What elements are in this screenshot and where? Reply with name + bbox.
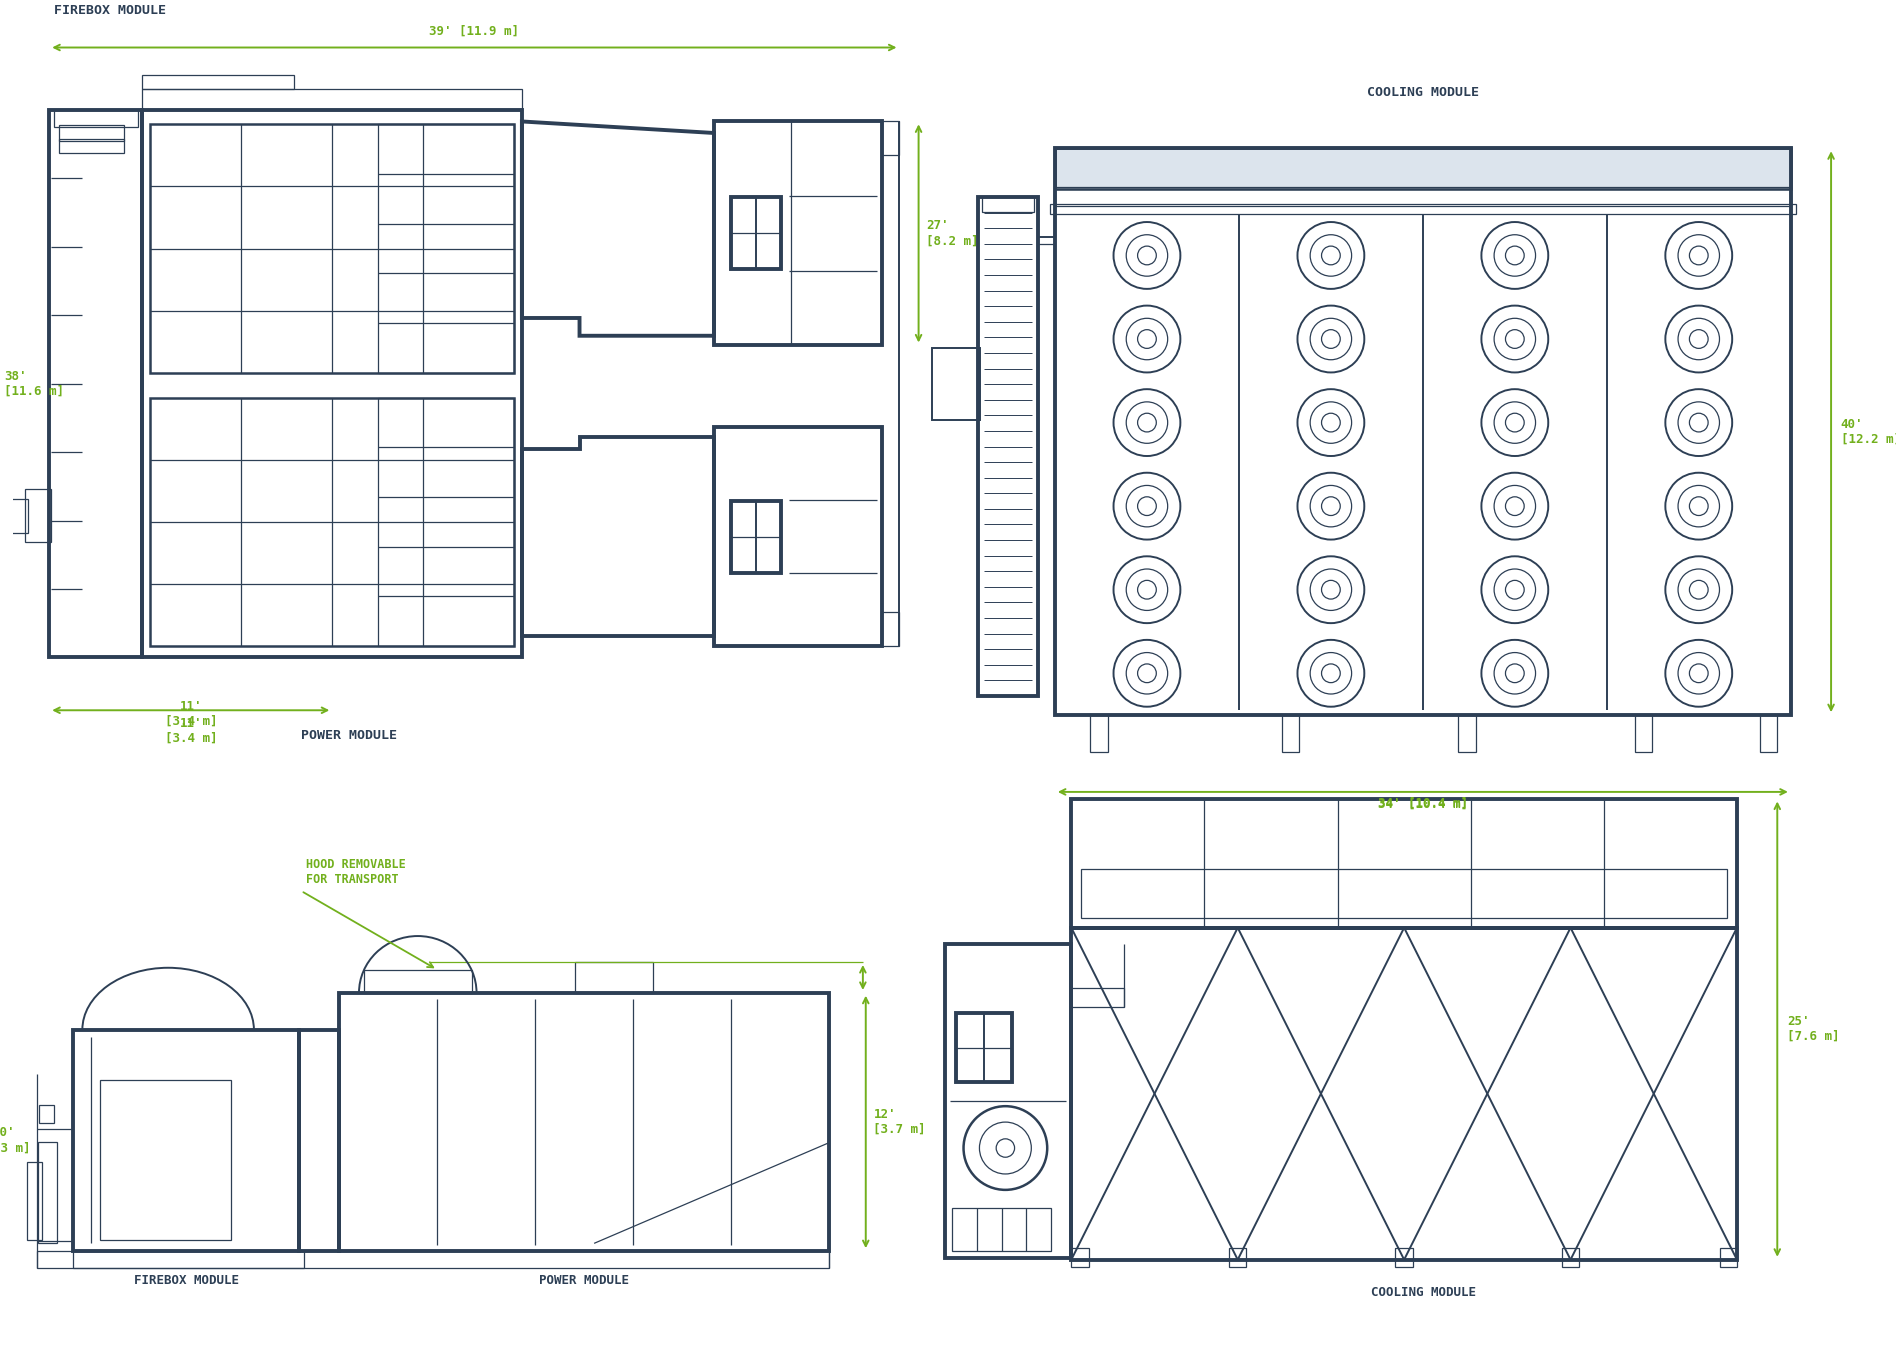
Bar [978,198,1037,696]
Bar [150,125,514,372]
Text: 25'
[7.6 m]: 25' [7.6 m] [1786,1016,1839,1043]
Bar [1071,799,1737,927]
Text: 27'
[8.2 m]: 27' [8.2 m] [927,219,978,248]
Bar [1458,715,1475,751]
Bar [1054,187,1790,206]
Bar [574,963,652,992]
Bar [1282,715,1299,751]
Text: 12'
[3.7 m]: 12' [3.7 m] [874,1108,925,1136]
Bar [732,501,781,573]
Bar [1054,149,1790,715]
Bar [1090,715,1107,751]
Bar [74,1030,300,1251]
Bar [27,1162,42,1239]
Text: POWER MODULE: POWER MODULE [301,728,396,742]
Bar [952,1208,1050,1251]
Bar [1229,1248,1246,1267]
Bar [55,110,138,127]
Bar [142,110,521,658]
Bar [1050,204,1796,214]
Bar [36,1251,303,1269]
Text: POWER MODULE: POWER MODULE [538,1274,629,1286]
Bar [38,1105,55,1122]
Bar [150,398,514,646]
Bar [339,992,829,1251]
Bar [882,122,899,156]
Bar [1071,988,1124,1007]
Bar [1054,149,1790,188]
Bar [882,612,899,646]
Bar [732,198,781,269]
Bar [142,89,521,110]
Text: 34' [10.4 m]: 34' [10.4 m] [1378,796,1468,810]
Bar [1634,715,1651,751]
Bar [38,1141,57,1243]
Text: 38'
[11.6 m]: 38' [11.6 m] [4,370,64,398]
Bar [300,1030,339,1251]
Bar [1562,1248,1579,1267]
Bar [1054,149,1790,188]
Bar [11,500,28,532]
Bar [715,122,882,345]
Bar [377,125,514,372]
Bar [100,1080,231,1239]
Text: HOOD REMOVABLE
FOR TRANSPORT: HOOD REMOVABLE FOR TRANSPORT [305,858,406,886]
Text: 10'
[3 m]: 10' [3 m] [0,1127,30,1155]
Bar [59,126,123,141]
Bar [944,944,1071,1258]
Bar [142,76,294,89]
Bar [956,1013,1012,1082]
Bar [59,138,123,153]
Bar [982,198,1033,211]
Bar [1071,1248,1088,1267]
Text: FIREBOX MODULE: FIREBOX MODULE [135,1274,239,1286]
Text: 40'
[12.2 m]: 40' [12.2 m] [1841,418,1896,445]
Text: 39' [11.9 m]: 39' [11.9 m] [428,24,520,38]
Bar [49,110,142,658]
Text: FIREBOX MODULE: FIREBOX MODULE [55,4,167,16]
Bar [1720,1248,1737,1267]
Bar [377,398,514,646]
Bar [74,1251,829,1269]
Bar [25,489,51,542]
Bar [1395,1248,1413,1267]
Text: 11'
[3.4 m]: 11' [3.4 m] [165,718,216,745]
Text: 11'
[3.4 m]: 11' [3.4 m] [165,700,216,727]
Bar [1759,715,1777,751]
Bar [1081,869,1727,918]
Bar [933,348,980,420]
Bar [1071,927,1737,1259]
Text: COOLING MODULE: COOLING MODULE [1367,85,1479,99]
Bar [715,428,882,646]
Text: 34' [10.4 m]: 34' [10.4 m] [1378,798,1468,811]
Text: COOLING MODULE: COOLING MODULE [1371,1286,1475,1300]
Bar [364,969,472,992]
